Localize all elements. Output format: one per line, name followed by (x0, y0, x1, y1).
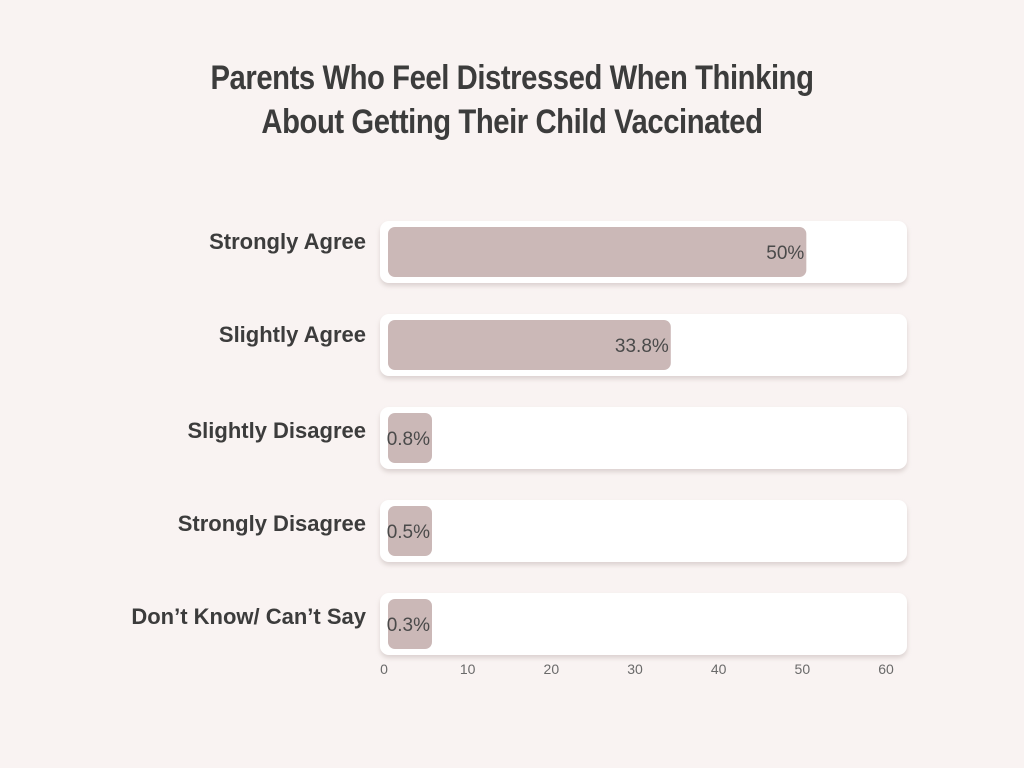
bar-value-label: 50% (766, 243, 804, 264)
category-label: Strongly Agree (209, 229, 366, 254)
chart-title: Parents Who Feel Distressed When Thinkin… (72, 56, 953, 144)
bar-track (380, 407, 907, 469)
category-label: Strongly Disagree (178, 511, 366, 536)
bar (388, 227, 807, 277)
chart-title-line-1: Parents Who Feel Distressed When Thinkin… (210, 59, 814, 97)
bar-value-label: 0.3% (387, 615, 430, 636)
bar-value-label: 33.8% (615, 336, 669, 357)
bar-value-label: 0.8% (387, 429, 430, 450)
chart-title-line-2: About Getting Their Child Vaccinated (261, 103, 763, 141)
x-tick-label: 0 (380, 661, 388, 677)
bar (388, 599, 432, 649)
bar-value-label: 0.5% (387, 522, 430, 543)
x-tick-label: 50 (795, 661, 811, 677)
category-label: Don’t Know/ Can’t Say (131, 604, 366, 629)
x-tick-label: 60 (878, 661, 894, 677)
bar (388, 506, 432, 556)
bar (388, 320, 671, 370)
x-tick-label: 30 (627, 661, 643, 677)
bar-track (380, 593, 907, 655)
bar-track (380, 500, 907, 562)
x-tick-label: 40 (711, 661, 727, 677)
category-label: Slightly Agree (219, 322, 366, 347)
bar (388, 413, 432, 463)
x-tick-label: 10 (460, 661, 476, 677)
x-tick-label: 20 (544, 661, 560, 677)
category-label: Slightly Disagree (187, 418, 366, 443)
